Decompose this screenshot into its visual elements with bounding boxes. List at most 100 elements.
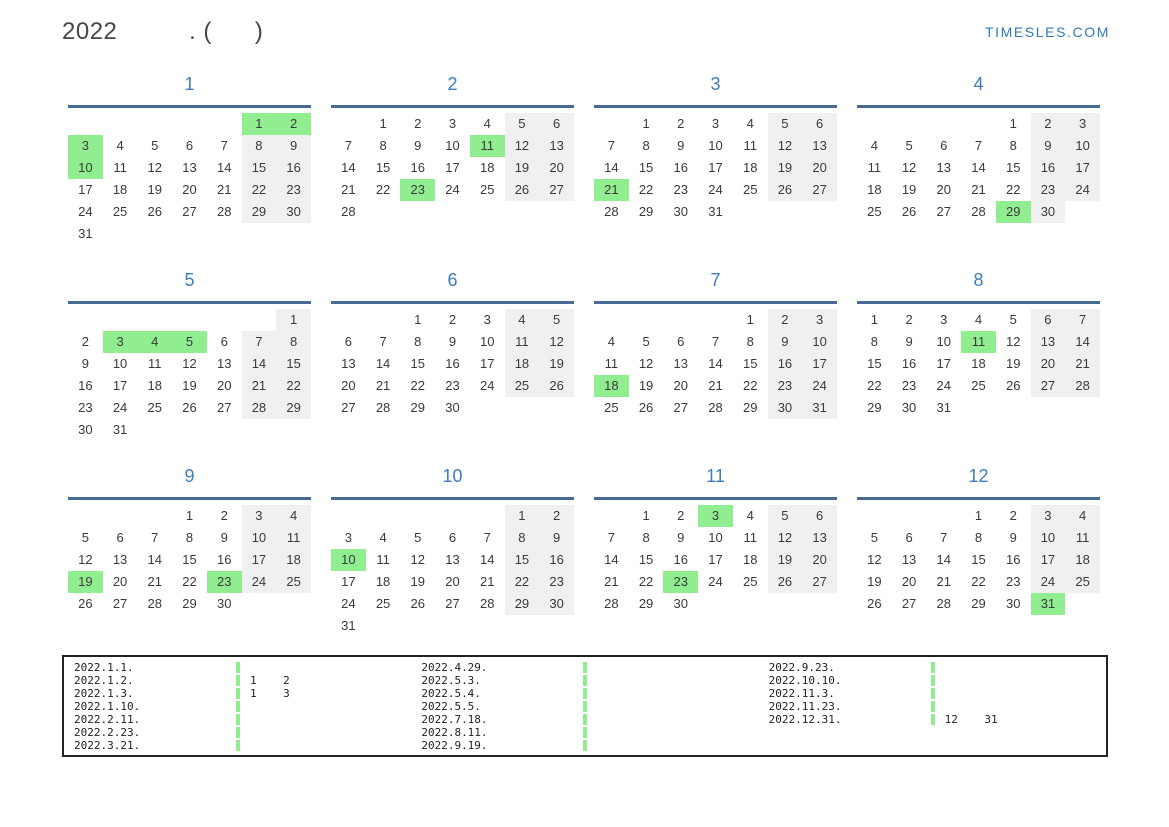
day-cell-5-21: 21: [241, 375, 277, 397]
day-cell-8-24: 24: [936, 378, 952, 393]
empty-day-cell: [594, 309, 629, 331]
day-cell-6-28: 28: [375, 400, 391, 415]
day-cell-10-9: 9: [539, 527, 574, 549]
month-header-rule: [857, 105, 1100, 108]
empty-day-cell: [505, 615, 540, 637]
day-cell-2-15: 15: [375, 160, 391, 175]
empty-day-cell: [242, 309, 277, 331]
day-cell-10-19: 19: [410, 574, 426, 589]
day-cell-3-9: 9: [677, 138, 685, 153]
empty-day-cell: [276, 419, 311, 441]
day-cell-4-15: 15: [1005, 160, 1021, 175]
day-cell-7-2: 2: [767, 309, 803, 331]
day-cell-6-19: 19: [539, 353, 574, 375]
holiday-color-bar: [236, 701, 240, 712]
day-cell-1-30: 30: [276, 201, 311, 223]
day-cell-12-30: 30: [1005, 596, 1021, 611]
legend-holiday-date: 2022.3.21.: [74, 739, 141, 752]
day-cell-5-16: 16: [78, 378, 93, 393]
day-cell-4-27: 27: [936, 204, 952, 219]
day-cell-1-25: 25: [112, 204, 128, 219]
day-cell-12-22: 22: [971, 574, 986, 589]
legend-holiday-date: 2022.9.23.: [768, 661, 835, 674]
empty-day-cell: [435, 201, 470, 223]
day-cell-9-4: 4: [276, 505, 311, 527]
day-cell-12-26: 26: [867, 596, 882, 611]
day-cell-3-10: 10: [708, 138, 723, 153]
month-block-10: 10 1 2 3 4 5 6 7 8 9 10 11 12 13 14 15 16 17 18 19 20 21 22 23 2…: [331, 464, 574, 635]
legend-holiday-date: 2022.2.23.: [74, 726, 141, 739]
day-cell-1-20: 20: [182, 182, 197, 197]
empty-day-cell: [172, 419, 207, 441]
empty-day-cell: [470, 615, 505, 637]
day-cell-8-3: 3: [940, 312, 948, 327]
holiday-color-bar: [583, 701, 588, 712]
day-cell-1-7: 7: [220, 138, 228, 153]
site-logo-link[interactable]: TIMESLES.COM: [985, 24, 1110, 40]
day-cell-11-24: 24: [708, 574, 723, 589]
day-cell-3-24: 24: [708, 182, 723, 197]
day-cell-8-25: 25: [971, 378, 986, 393]
day-cell-2-10: 10: [445, 138, 460, 153]
month-grid-2: 1 2 3 4 5 6 7 8 9 10 11 12 13 14 15 16 17 18 19 20 21 22 23 24 2…: [331, 108, 574, 223]
day-cell-6-24: 24: [479, 378, 495, 393]
day-cell-7-28: 28: [708, 400, 723, 415]
day-cell-11-9: 9: [677, 530, 685, 545]
legend-row: 2022.9.23.: [769, 661, 1106, 674]
holiday-color-bar: [930, 662, 935, 673]
day-cell-1-21: 21: [216, 182, 232, 197]
day-cell-7-14: 14: [708, 356, 723, 371]
empty-day-cell: [926, 113, 961, 135]
legend-row: 2022.10.10.: [769, 674, 1106, 687]
day-cell-9-20: 20: [112, 574, 128, 589]
empty-day-cell: [207, 309, 242, 331]
day-cell-10-10: 10: [331, 549, 366, 571]
day-cell-4-21: 21: [971, 182, 986, 197]
day-cell-8-5: 5: [1009, 312, 1017, 327]
day-cell-4-30: 30: [1030, 201, 1066, 223]
day-cell-8-15: 15: [867, 356, 882, 371]
month-block-11: 11 1 2 3 4 5 6 7 8 9 10 11 12 13 14 15 16 17 18 19 20 21 22 23 2…: [594, 464, 837, 635]
legend-row: 2022.11.3.: [769, 687, 1106, 700]
day-cell-2-7: 7: [344, 138, 352, 153]
day-cell-8-21: 21: [1065, 353, 1100, 375]
day-cell-9-7: 7: [151, 530, 159, 545]
day-cell-5-11: 11: [148, 356, 162, 371]
day-cell-10-5: 5: [414, 530, 422, 545]
month-block-12: 12 1 2 3 4 5 6 7 8 9 10 11 12 13 14 15 16 17 18 19 20 21 22 23 2…: [857, 464, 1100, 635]
day-cell-5-27: 27: [216, 400, 232, 415]
day-cell-9-27: 27: [112, 596, 128, 611]
legend-holiday-note: 12 31: [944, 713, 998, 726]
day-cell-5-4: 4: [137, 331, 173, 353]
legend-holiday-date: 2022.2.11.: [74, 713, 141, 726]
day-cell-3-13: 13: [802, 135, 837, 157]
day-cell-7-31: 31: [802, 397, 837, 419]
day-cell-5-28: 28: [241, 397, 277, 419]
day-cell-1-10: 10: [68, 157, 103, 179]
day-cell-11-1: 1: [642, 508, 650, 523]
day-cell-7-3: 3: [802, 309, 837, 331]
empty-day-cell: [331, 309, 366, 331]
day-cell-10-8: 8: [504, 527, 540, 549]
day-cell-9-28: 28: [147, 596, 163, 611]
day-cell-11-6: 6: [802, 505, 837, 527]
day-cell-3-27: 27: [802, 179, 837, 201]
empty-day-cell: [103, 223, 138, 245]
day-cell-9-21: 21: [147, 574, 163, 589]
month-header-rule: [857, 497, 1100, 500]
day-cell-6-29: 29: [410, 400, 426, 415]
day-cell-8-10: 10: [936, 334, 952, 349]
month-header-rule: [594, 301, 837, 304]
day-cell-9-29: 29: [182, 596, 197, 611]
day-cell-5-31: 31: [112, 422, 128, 437]
day-cell-10-22: 22: [504, 571, 540, 593]
day-cell-6-11: 11: [504, 331, 540, 353]
day-cell-7-30: 30: [767, 397, 803, 419]
day-cell-10-21: 21: [479, 574, 495, 589]
month-title-11: 11: [706, 466, 725, 486]
day-cell-5-14: 14: [241, 353, 277, 375]
day-cell-7-11: 11: [604, 356, 619, 371]
day-cell-8-7: 7: [1065, 309, 1100, 331]
legend-row: 2022.1.10.: [74, 700, 411, 713]
day-cell-2-5: 5: [504, 113, 540, 135]
